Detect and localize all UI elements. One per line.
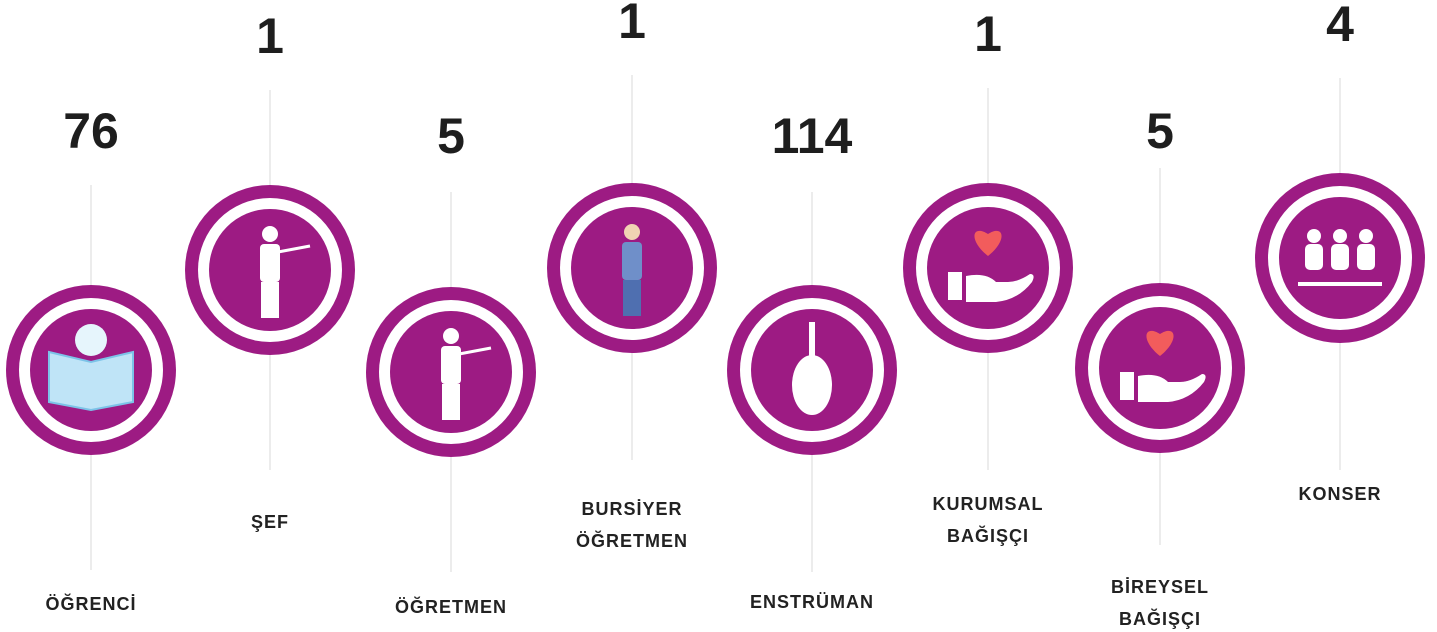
circle-inner — [927, 207, 1049, 329]
stat-label: ÖĞRETMEN — [576, 530, 688, 551]
icon-body — [1357, 244, 1375, 270]
stat-number: 1 — [618, 0, 646, 49]
icon-neck — [809, 322, 815, 362]
stat-item: 76 ÖĞRENCİ — [6, 103, 176, 614]
stat-label: ŞEF — [251, 512, 289, 532]
icon-body — [1305, 244, 1323, 270]
icon-head — [624, 224, 640, 240]
stat-item: 114 ENSTRÜMAN — [727, 108, 897, 612]
stat-item: 1 BURSİYER ÖĞRETMEN — [547, 0, 717, 551]
icon-legs — [623, 280, 641, 316]
stat-number: 5 — [437, 108, 465, 164]
stat-label: BAĞIŞÇI — [1119, 608, 1201, 629]
icon-body — [260, 244, 280, 282]
icon-head — [1359, 229, 1373, 243]
icon-heart — [974, 230, 1002, 256]
stat-item: 1 KURUMSAL BAĞIŞÇI — [903, 6, 1073, 546]
stat-item: 5 ÖĞRETMEN — [366, 108, 536, 617]
icon-head — [443, 328, 459, 344]
icon-head — [75, 324, 107, 356]
icon-hand — [948, 272, 1034, 302]
icon-violin — [792, 355, 832, 415]
stat-item: 1 ŞEF — [185, 8, 355, 532]
icon-book — [48, 350, 134, 412]
icon-body — [441, 346, 461, 384]
stat-number: 76 — [63, 103, 119, 159]
stat-number: 1 — [256, 8, 284, 64]
stat-label: ENSTRÜMAN — [750, 592, 874, 612]
stat-item: 5 BİREYSEL BAĞIŞÇI — [1075, 103, 1245, 629]
icon-head — [262, 226, 278, 242]
circle-inner — [1099, 307, 1221, 429]
icon-arm — [277, 244, 311, 254]
icon-head — [1307, 229, 1321, 243]
stat-label: ÖĞRENCİ — [45, 593, 136, 614]
stat-number: 5 — [1146, 103, 1174, 159]
icon-arm — [458, 346, 492, 356]
stat-number: 4 — [1326, 0, 1354, 52]
stat-label: ÖĞRETMEN — [395, 596, 507, 617]
stat-label: KURUMSAL — [933, 494, 1044, 514]
icon-legs — [261, 282, 279, 318]
stat-number: 114 — [772, 108, 853, 164]
icon-hand — [1120, 372, 1206, 402]
stat-label: KONSER — [1298, 484, 1381, 504]
stat-label: BAĞIŞÇI — [947, 525, 1029, 546]
icon-heart — [1146, 330, 1174, 356]
icon-floor — [1298, 282, 1382, 286]
icon-body — [1331, 244, 1349, 270]
icon-body — [622, 242, 642, 280]
stat-label: BURSİYER — [581, 499, 682, 519]
stat-number: 1 — [974, 6, 1002, 62]
stat-item: 4 KONSER — [1255, 0, 1425, 504]
icon-head — [1333, 229, 1347, 243]
stat-label: BİREYSEL — [1111, 577, 1209, 597]
icon-legs — [442, 384, 460, 420]
